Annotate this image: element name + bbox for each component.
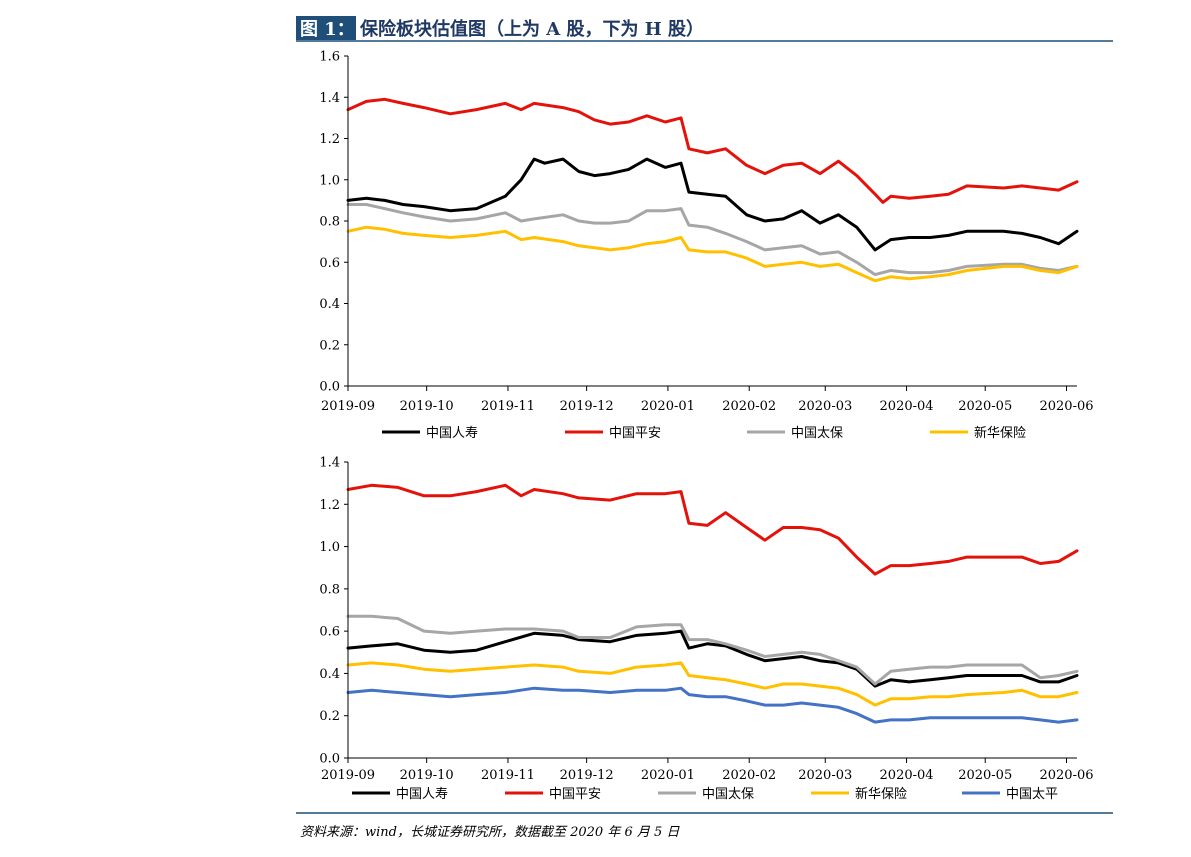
legend-label: 中国太保 [791,426,843,441]
y-tick-label: 1.0 [319,173,340,188]
axes: 0.0 0.2 0.4 0.6 0.8 1.0 1.2 1.4 2019-09 2019-10 20… [319,456,1093,784]
chart-a-shares: 0.0 0.2 0.4 0.6 0.8 1.0 1.2 1.4 1.6 2019-09 2019-1… [319,50,1093,442]
x-tick-label: 2020-04 [880,768,934,783]
series-line-2 [346,97,1079,204]
y-tick-label: 0.4 [319,667,340,682]
y-tick-label: 0.2 [319,338,340,353]
figure-footer: 资料来源：wind，长城证券研究所，数据截至 2020 年 6 月 5 日 [296,812,1113,840]
series-line-3 [346,614,1079,686]
y-tick-label: 1.6 [319,50,340,65]
x-tick-label: 2020-01 [641,399,695,414]
series-line-4 [346,225,1079,283]
x-tick-label: 2020-02 [722,768,776,783]
x-tick-label: 2019-11 [481,399,535,414]
y-tick-label: 0.8 [319,215,340,230]
legend: 中国人寿 中国平安 中国太保 新华保险 [382,425,1026,441]
legend: 中国人寿 中国平安 中国太保 新华保险 中国太平 [352,786,1058,802]
legend-label: 中国太平 [1006,787,1058,802]
legend-label: 新华保险 [974,425,1026,441]
legend-label: 中国平安 [549,787,601,802]
x-tick-label: 2020-04 [880,399,934,414]
figure-label-box [296,16,356,40]
y-tick-label: 0.2 [319,709,340,724]
legend-label: 中国人寿 [426,426,478,441]
series-line-1 [346,629,1079,688]
x-tick-label: 2019-11 [481,768,535,783]
x-tick-label: 2020-06 [1039,768,1093,783]
x-tick-label: 2020-05 [958,768,1012,783]
series-line-4 [346,661,1079,707]
series-lines [346,97,1079,283]
x-tick-label: 2019-09 [321,768,375,783]
figure-label: 图 1： [300,19,355,40]
legend-label: 中国人寿 [396,787,448,802]
legend-label: 中国平安 [609,426,661,441]
x-tick-label: 2019-12 [560,768,614,783]
series-line-1 [346,157,1079,252]
series-lines [346,483,1079,724]
x-tick-label: 2020-03 [798,399,852,414]
x-tick-label: 2019-10 [400,768,454,783]
x-tick-label: 2020-01 [641,768,695,783]
y-tick-label: 1.4 [319,91,340,106]
x-tick-label: 2020-06 [1039,399,1093,414]
y-tick-label: 0.6 [319,256,340,271]
y-tick-label: 1.4 [319,456,340,471]
y-tick-label: 0.8 [319,582,340,597]
series-line-2 [346,483,1079,576]
series-line-5 [346,686,1079,724]
figure-title: 保险板块估值图（上为 A 股，下为 H 股） [359,18,704,40]
legend-label: 中国太保 [702,787,754,802]
y-tick-label: 0.0 [319,380,340,395]
x-tick-label: 2019-12 [560,399,614,414]
legend-label: 新华保险 [855,786,907,802]
x-tick-label: 2020-02 [722,399,776,414]
y-tick-label: 1.2 [319,132,340,147]
figure-header: 图 1： 保险板块估值图（上为 A 股，下为 H 股） [296,16,1113,42]
x-tick-label: 2019-09 [321,399,375,414]
axes: 0.0 0.2 0.4 0.6 0.8 1.0 1.2 1.4 1.6 2019-09 2019-1… [319,50,1093,415]
x-tick-label: 2019-10 [400,399,454,414]
series-line-3 [346,203,1079,277]
y-tick-label: 0.0 [319,752,340,767]
y-tick-label: 0.4 [319,297,340,312]
chart-h-shares: 0.0 0.2 0.4 0.6 0.8 1.0 1.2 1.4 2019-09 2019-10 20… [319,456,1093,803]
x-tick-label: 2020-05 [958,399,1012,414]
y-tick-label: 1.0 [319,540,340,555]
x-tick-label: 2020-03 [798,768,852,783]
source-note: 资料来源：wind，长城证券研究所，数据截至 2020 年 6 月 5 日 [300,824,680,840]
y-tick-label: 0.6 [319,625,340,640]
y-tick-label: 1.2 [319,498,340,513]
